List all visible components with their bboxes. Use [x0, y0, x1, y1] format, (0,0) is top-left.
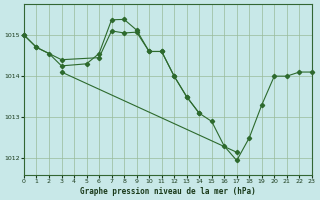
X-axis label: Graphe pression niveau de la mer (hPa): Graphe pression niveau de la mer (hPa)	[80, 187, 256, 196]
